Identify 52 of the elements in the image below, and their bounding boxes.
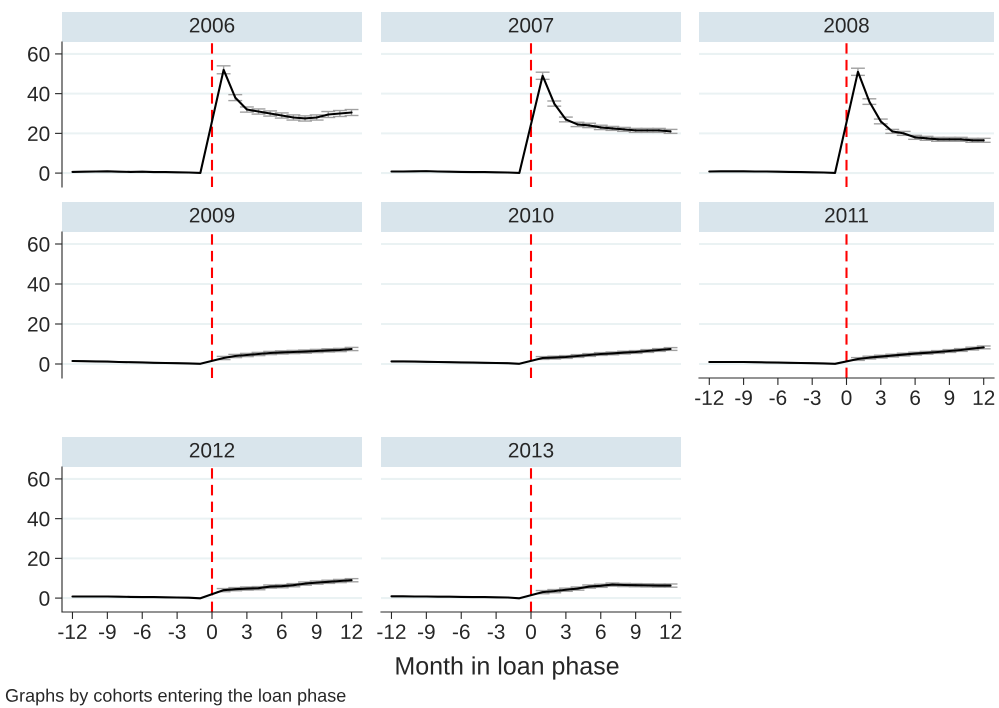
x-tick-label: -6 (770, 390, 786, 406)
y-tick-label: 40 (28, 512, 50, 526)
chart-title: 2007 (508, 18, 554, 33)
y-tick-label: 60 (28, 237, 50, 252)
x-tick-label: 0 (842, 390, 852, 406)
x-tick-label: -9 (99, 624, 116, 640)
x-tick-label: 0 (526, 624, 536, 640)
x-tick-label: 9 (312, 624, 322, 640)
y-tick-label: 0 (39, 591, 50, 606)
x-tick-label: -3 (168, 624, 186, 640)
chart-title: 2011 (825, 208, 868, 223)
x-tick-label: 12 (974, 390, 994, 405)
x-tick-label: 9 (944, 390, 954, 406)
y-tick-label: 60 (28, 472, 50, 487)
chart-title: 2008 (824, 18, 869, 33)
x-tick-label: -12 (377, 624, 406, 639)
x-tick-label: 6 (596, 624, 606, 640)
x-tick-label: 12 (660, 624, 682, 639)
y-tick-label: 60 (28, 46, 50, 62)
x-tick-label: -6 (134, 624, 151, 640)
line-series (71, 68, 353, 174)
chart-title: 2013 (508, 442, 554, 458)
x-tick-label: 12 (342, 624, 362, 639)
line-series (71, 579, 353, 600)
x-tick-label: 6 (910, 390, 920, 406)
y-tick-label: 40 (28, 277, 50, 292)
x-tick-label: 3 (560, 624, 571, 640)
x-tick-label: 3 (242, 624, 252, 640)
y-tick-label: 0 (39, 357, 50, 372)
y-tick-label: 20 (28, 317, 50, 332)
x-tick-label: 9 (630, 624, 640, 640)
chart-title: 2010 (508, 208, 554, 223)
x-tick-label: 0 (207, 624, 217, 640)
y-tick-label: 20 (28, 126, 50, 142)
x-tick-label: 6 (277, 624, 287, 640)
x-tick-label: -3 (804, 390, 821, 406)
x-tick-label: -6 (452, 624, 470, 640)
x-tick-label: 3 (876, 390, 886, 406)
y-tick-label: 40 (28, 86, 50, 102)
x-tick-label: -9 (735, 390, 752, 406)
x-tick-label: -12 (58, 624, 86, 639)
x-tick-label: -9 (418, 624, 435, 640)
y-tick-label: 0 (39, 166, 50, 181)
chart-title: 2012 (190, 442, 234, 458)
chart-title: 2009 (190, 208, 234, 223)
chart-title: 2006 (190, 18, 234, 33)
text: Graphs by cohorts entering the loan phase (6, 688, 346, 706)
y-tick-label: 20 (28, 551, 50, 566)
x-tick-label: -12 (695, 390, 724, 405)
x-tick-label: -3 (488, 624, 504, 640)
line-series (71, 348, 353, 365)
x-axis-title: Month in loan phase (396, 656, 618, 680)
